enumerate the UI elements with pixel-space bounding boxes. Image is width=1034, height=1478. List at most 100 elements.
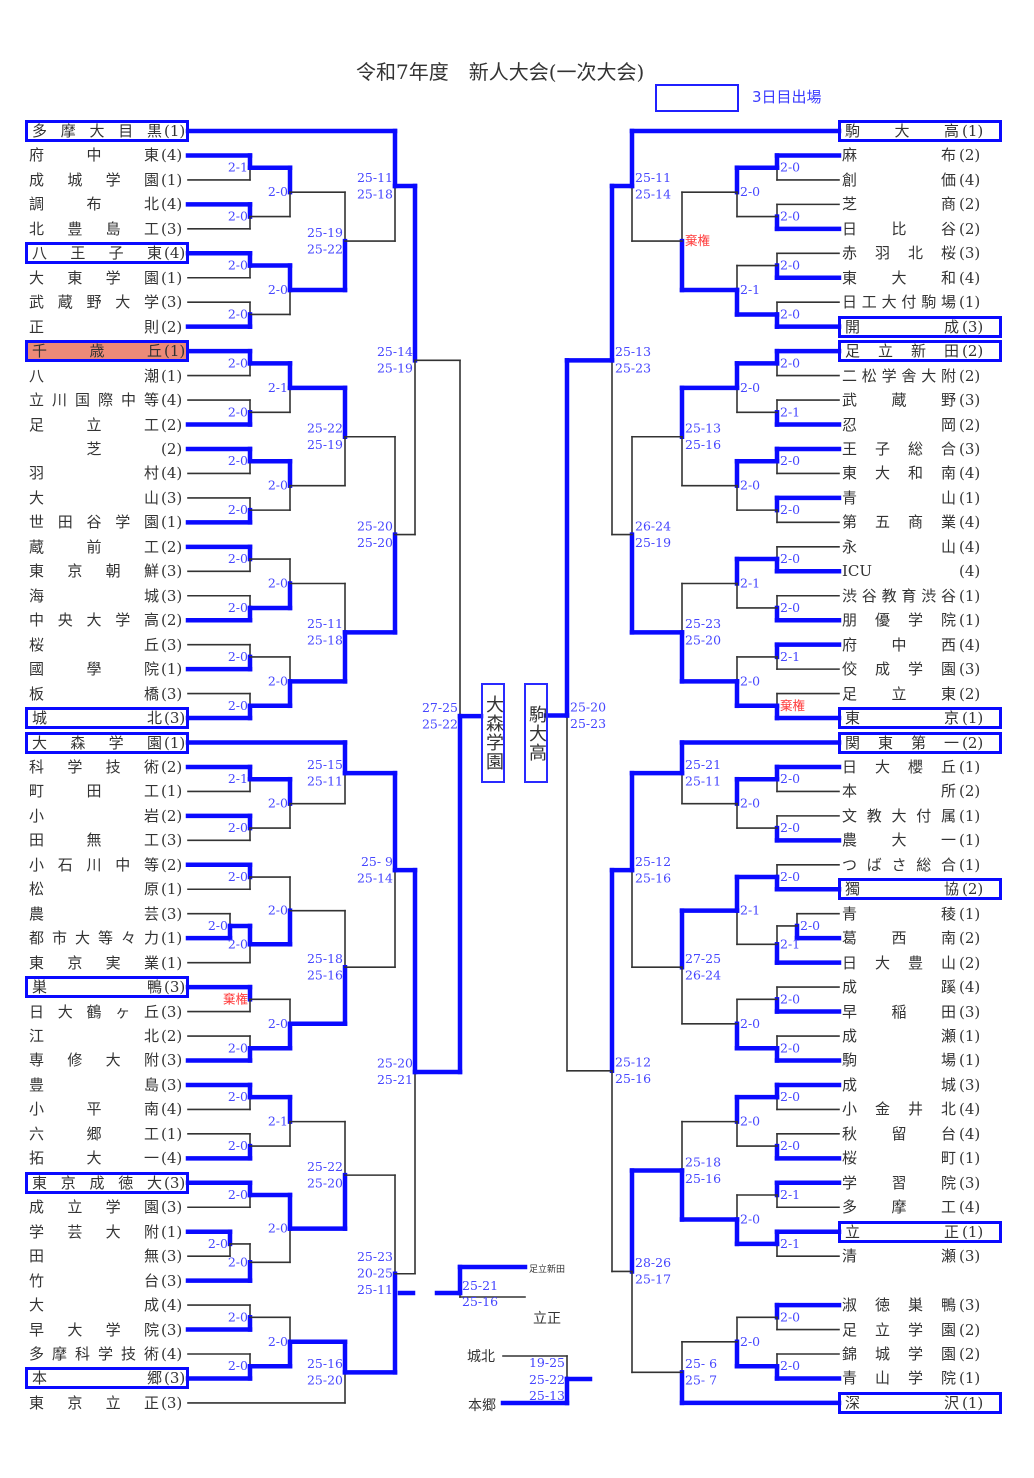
team-pool: (2) (161, 537, 183, 556)
team-name: 麻布 (842, 146, 956, 165)
team-pool: (4) (959, 268, 981, 287)
team-name: 青稜 (842, 904, 956, 923)
team-pool: (4) (161, 1345, 183, 1363)
match-score: 2-0 (228, 453, 248, 468)
team-name: 芝 (86, 439, 102, 458)
match-score: 25- 9 (361, 854, 393, 869)
team-pool: (3) (161, 635, 183, 654)
match-score: 27-25 (685, 951, 721, 966)
team-name: 大山 (29, 488, 159, 507)
right-team-row: 日工大付駒場 (1) (838, 291, 1002, 313)
playoff-b-bottom-team: 本郷 (468, 1398, 496, 1414)
team-name: 専修大附 (29, 1051, 159, 1070)
team-name: 北豊島工 (29, 219, 159, 238)
forfeit-label: 棄権 (780, 698, 805, 713)
right-team-row: 関東第一 (2) (838, 731, 1002, 754)
match-score: 2-0 (268, 478, 288, 493)
team-pool: (1) (161, 953, 183, 972)
left-team-row: 北豊島工 (3) (25, 218, 189, 240)
team-pool: (3) (161, 904, 183, 923)
team-pool: (4) (959, 513, 981, 532)
team-pool: (2) (959, 929, 981, 948)
match-score: 2-0 (268, 1016, 288, 1031)
team-name: 巣鴨 (32, 978, 162, 997)
match-score: 26-24 (635, 518, 671, 533)
team-name: 多摩大目黒 (32, 122, 162, 140)
team-pool: (1) (962, 1393, 984, 1412)
match-score: 2-0 (780, 1089, 800, 1104)
team-name: 東京立正 (29, 1393, 159, 1412)
match-score: 25-21 (685, 757, 721, 772)
right-team-row: 芝商 (2) (838, 193, 1002, 215)
team-pool: (2) (161, 806, 183, 825)
team-pool: (4) (161, 391, 183, 410)
team-pool: (2) (959, 219, 981, 238)
match-score: 2-0 (740, 673, 760, 688)
team-pool: (3) (161, 1075, 183, 1094)
team-pool: (4) (161, 1100, 183, 1119)
match-score: 2-0 (268, 796, 288, 811)
match-score: 2-0 (268, 282, 288, 297)
right-team-row: 創価 (4) (838, 169, 1002, 191)
team-name: 日大櫻丘 (842, 757, 956, 776)
team-pool: (2) (959, 684, 981, 703)
team-pool: (2) (962, 880, 984, 899)
match-score: 25-18 (307, 951, 343, 966)
left-team-row: 竹台 (3) (25, 1270, 189, 1292)
team-pool: (1) (161, 170, 183, 189)
team-name: 東京実業 (29, 953, 159, 972)
team-name: 町田工 (29, 782, 159, 801)
left-team-row: 桜丘 (3) (25, 634, 189, 656)
team-pool: (4) (959, 464, 981, 483)
left-team-row: 大山 (3) (25, 487, 189, 509)
match-score: 25-19 (377, 361, 413, 376)
playoff-b-score: 25-13 (529, 1388, 565, 1403)
left-team-row: 足立工 (2) (25, 414, 189, 436)
match-score: 2-0 (780, 771, 800, 786)
match-score: 25-20 (357, 518, 393, 533)
right-team-row: 成瀬 (1) (838, 1025, 1002, 1047)
right-team-row: 成城 (3) (838, 1074, 1002, 1096)
team-pool: (3) (161, 293, 183, 312)
left-team-row: 海城 (3) (25, 585, 189, 607)
team-name: 渋谷教育渋谷 (842, 586, 956, 605)
match-score: 2-0 (228, 502, 248, 517)
match-score: 25-11 (357, 170, 393, 185)
team-name: 八潮 (29, 366, 159, 385)
left-team-row: 多摩科学技術 (4) (25, 1343, 189, 1365)
match-score: 2-0 (780, 306, 800, 321)
left-team-row: 学芸大附 (1) (25, 1221, 189, 1243)
team-pool: (3) (161, 488, 183, 507)
match-score: 25-20 (357, 535, 393, 550)
right-team-row: 深沢 (1) (838, 1391, 1002, 1414)
team-pool: (1) (164, 733, 186, 752)
match-score: 2-1 (268, 380, 288, 395)
team-pool: (2) (161, 855, 183, 874)
team-name: 足立東 (842, 684, 956, 703)
team-name: 府中東 (29, 146, 159, 165)
team-pool: (3) (161, 1198, 183, 1217)
match-score: 25-22 (307, 421, 343, 436)
team-name: 秋留台 (842, 1124, 956, 1143)
team-pool: (3) (959, 1173, 981, 1192)
team-pool: (1) (161, 929, 183, 948)
left-team-row: 豊島 (3) (25, 1074, 189, 1096)
right-team-row: 葛西南 (2) (838, 927, 1002, 949)
match-score: 2-0 (740, 478, 760, 493)
right-team-row: ICU (4) (838, 560, 1002, 582)
right-team-row: 日大櫻丘 (1) (838, 756, 1002, 778)
match-score: 25- 6 (685, 1356, 717, 1371)
match-score: 25-20 (307, 1373, 343, 1388)
left-team-row: 拓大一 (4) (25, 1147, 189, 1169)
team-name: 忍岡 (842, 415, 956, 434)
team-name: 城北 (32, 709, 162, 728)
team-pool: (1) (161, 782, 183, 801)
team-name: 海城 (29, 586, 159, 605)
left-team-row: 江北 (2) (25, 1025, 189, 1047)
team-name: 東京朝鮮 (29, 562, 159, 581)
right-team-row: 秋留台 (4) (838, 1123, 1002, 1145)
match-score: 2-1 (780, 1187, 800, 1202)
finalist-left: 大森学園 (481, 683, 505, 783)
team-pool: (3) (164, 1173, 186, 1192)
right-team-row: 青山 (1) (838, 487, 1002, 509)
